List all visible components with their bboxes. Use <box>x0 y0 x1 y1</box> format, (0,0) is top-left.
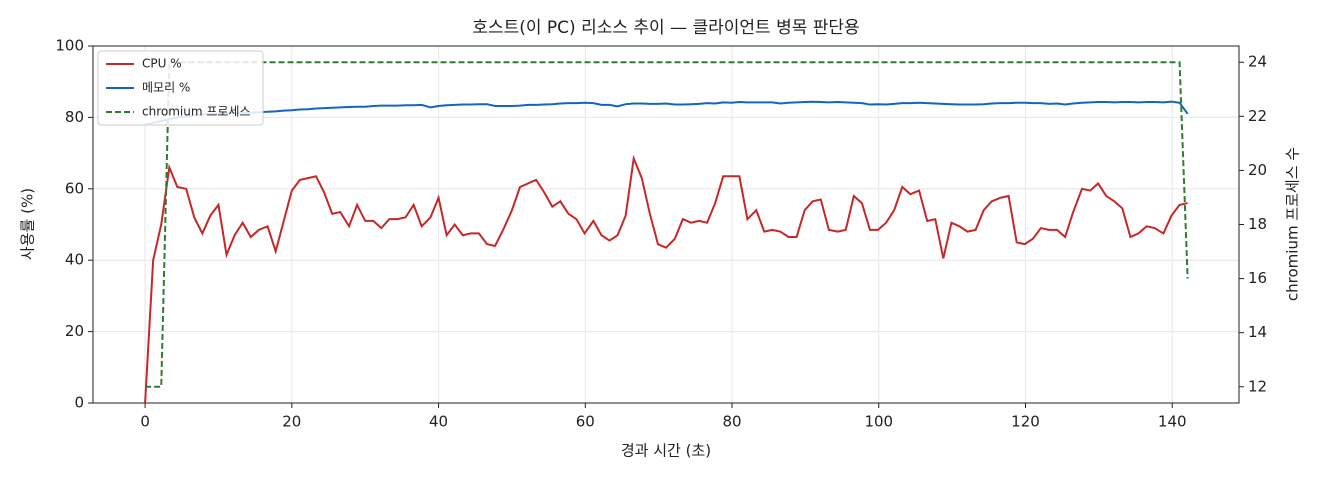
series-line <box>144 154 1188 404</box>
x-tick-label: 140 <box>1158 413 1187 431</box>
y2-tick-label: 14 <box>1248 323 1267 341</box>
legend-label: chromium 프로세스 <box>142 105 251 119</box>
y-tick-label: 40 <box>65 251 84 269</box>
y2-tick-label: 18 <box>1248 215 1267 233</box>
x-tick-label: 100 <box>864 413 893 431</box>
x-axis-label: 경과 시간 (초) <box>621 442 711 460</box>
y2-tick-label: 16 <box>1248 269 1267 287</box>
y-axis-label: 사용률 (%) <box>19 188 37 260</box>
legend-box <box>97 50 264 126</box>
y-tick-label: 60 <box>65 179 84 197</box>
legend-label: 메모리 % <box>142 81 190 95</box>
series-line <box>145 61 1189 388</box>
plot-frame <box>92 45 1240 404</box>
y2-tick-label: 22 <box>1248 107 1267 125</box>
x-tick-label: 0 <box>140 413 150 431</box>
y-tick-label: 100 <box>55 37 84 55</box>
y2-tick-label: 20 <box>1248 161 1267 179</box>
chart-title: 호스트(이 PC) 리소스 추이 — 클라이언트 병목 판단용 <box>472 18 859 38</box>
y2-axis-label: chromium 프로세스 수 <box>1284 147 1302 301</box>
y2-tick-label: 24 <box>1248 53 1267 71</box>
x-tick-label: 120 <box>1011 413 1040 431</box>
y2-tick-label: 12 <box>1248 377 1267 395</box>
x-tick-label: 40 <box>429 413 448 431</box>
y-tick-label: 20 <box>65 322 84 340</box>
x-tick-label: 20 <box>282 413 301 431</box>
y-tick-label: 80 <box>65 108 84 126</box>
y-tick-label: 0 <box>74 394 84 412</box>
x-tick-label: 80 <box>722 413 741 431</box>
series-line <box>144 100 1189 126</box>
x-tick-label: 60 <box>576 413 595 431</box>
legend-label: CPU % <box>142 57 182 71</box>
